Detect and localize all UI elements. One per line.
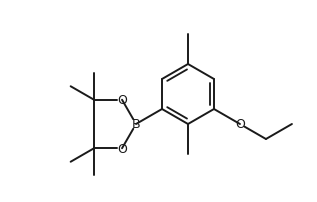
- Text: O: O: [117, 94, 127, 107]
- Text: O: O: [235, 118, 245, 131]
- Text: B: B: [132, 118, 140, 131]
- Text: O: O: [117, 142, 127, 155]
